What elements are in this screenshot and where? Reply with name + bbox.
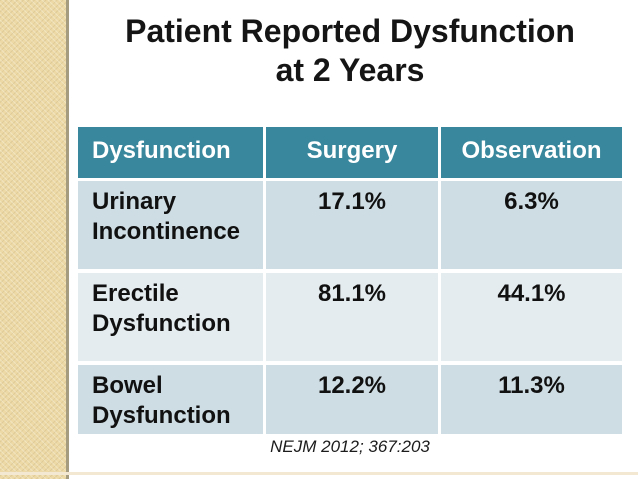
observation-value: 6.3% (441, 181, 622, 269)
header-cell-surgery: Surgery (266, 127, 438, 178)
dysfunction-table: Dysfunction Surgery Observation Urinary … (78, 127, 622, 438)
row-label: Erectile Dysfunction (78, 273, 263, 361)
slide-left-accent-bar (0, 0, 69, 479)
header-cell-dysfunction: Dysfunction (78, 127, 263, 178)
slide-title: Patient Reported Dysfunction at 2 Years (78, 12, 622, 90)
slide-title-line1: Patient Reported Dysfunction (125, 13, 575, 49)
header-cell-observation: Observation (441, 127, 622, 178)
observation-value: 44.1% (441, 273, 622, 361)
source-citation: NEJM 2012; 367:203 (270, 437, 430, 456)
slide-bottom-rule (0, 472, 638, 475)
surgery-value: 81.1% (266, 273, 438, 361)
surgery-value: 17.1% (266, 181, 438, 269)
table-row-urinary-incontinence: Urinary Incontinence 17.1% 6.3% (78, 181, 622, 269)
table-row-bowel-dysfunction: Bowel Dysfunction 12.2% 11.3% (78, 365, 622, 434)
slide-title-line2: at 2 Years (275, 52, 425, 88)
table-header-row: Dysfunction Surgery Observation (78, 127, 622, 178)
row-label: Urinary Incontinence (78, 181, 263, 269)
observation-value: 11.3% (441, 365, 622, 434)
surgery-value: 12.2% (266, 365, 438, 434)
row-label: Bowel Dysfunction (78, 365, 263, 434)
table-row-erectile-dysfunction: Erectile Dysfunction 81.1% 44.1% (78, 273, 622, 361)
